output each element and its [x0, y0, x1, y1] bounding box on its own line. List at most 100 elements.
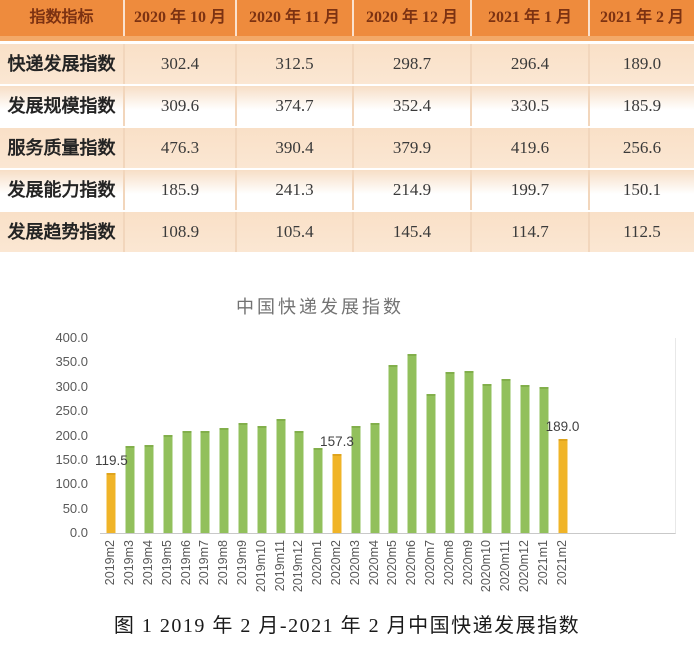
table-cell: 108.9	[123, 212, 235, 252]
x-axis-tick-label: 2020m2	[328, 540, 343, 586]
bar	[144, 445, 154, 533]
highlighted-bar	[106, 472, 116, 533]
bar-column: 2020m10	[478, 338, 497, 592]
bar-column: 2020m4	[365, 338, 384, 585]
bar-series: 2019m2 119.5 2019m3 2019m4 2019m5 2019m6 2019m…	[95, 338, 579, 592]
bar	[182, 430, 192, 533]
bar-column: 2020m8	[440, 338, 459, 585]
bar-column: 2020m1	[309, 338, 328, 585]
bar	[407, 354, 417, 533]
table-cell: 390.4	[235, 128, 352, 168]
bar-column: 2019m11	[271, 338, 290, 591]
table-cell: 298.7	[352, 44, 470, 84]
table-cell: 476.3	[123, 128, 235, 168]
figure-caption: 图 1 2019 年 2 月-2021 年 2 月中国快递发展指数	[113, 615, 581, 637]
x-axis-tick-label: 2019m5	[159, 540, 174, 586]
y-axis-tick-label: 350.0	[55, 354, 88, 370]
table-row: 快递发展指数 302.4 312.5 298.7 296.4 189.0	[0, 44, 694, 86]
table-cell: 309.6	[123, 86, 235, 126]
bar-column: 2019m6	[177, 338, 196, 585]
bar	[313, 448, 323, 533]
table-cell: 241.3	[235, 170, 352, 210]
bar-data-label: 119.5	[95, 452, 128, 468]
x-axis-tick-label: 2019m4	[141, 540, 155, 586]
bar-column: 2019m3	[121, 338, 140, 585]
bar	[464, 371, 474, 533]
table-header-cell: 2021 年 1 月	[470, 0, 588, 36]
bar	[539, 386, 549, 533]
bar-column: 2019m2 119.5	[95, 338, 128, 585]
bar	[276, 419, 286, 533]
bar-column: 2020m2 157.3	[320, 338, 354, 585]
table-cell: 296.4	[470, 44, 588, 84]
table-cell: 256.6	[588, 128, 694, 168]
table-body: 快递发展指数 302.4 312.5 298.7 296.4 189.0 发展规模指数 309…	[0, 44, 694, 254]
table-cell: 145.4	[352, 212, 470, 252]
bar-column: 2020m9	[459, 338, 478, 585]
table-cell: 302.4	[123, 44, 235, 84]
x-axis-tick-label: 2020m5	[385, 540, 400, 586]
table-row-label: 快递发展指数	[7, 54, 116, 74]
table-cell: 419.6	[470, 128, 588, 168]
y-axis: 0.0 50.0 100.0 150.0 200.0 250.0 300.0 350.0 400…	[0, 330, 88, 540]
table-cell: 379.9	[352, 128, 470, 168]
highlighted-bar	[558, 438, 568, 533]
table-cell: 185.9	[588, 86, 694, 126]
bar	[426, 394, 436, 533]
x-axis-tick-label: 2020m3	[347, 540, 362, 586]
x-axis-tick-label: 2019m10	[253, 540, 268, 593]
x-axis-tick-label: 2020m8	[441, 540, 456, 586]
table-row: 发展规模指数 309.6 374.7 352.4 330.5 185.9	[0, 86, 694, 128]
bar-column: 2020m7	[422, 338, 441, 585]
x-axis-tick-label: 2020m1	[310, 540, 325, 586]
table-cell: 189.0	[588, 44, 694, 84]
bar	[351, 426, 361, 533]
bar	[200, 430, 210, 533]
table-row-label: 服务质量指数	[7, 138, 116, 158]
table-cell: 150.1	[588, 170, 694, 210]
x-axis-tick-label: 2019m9	[234, 540, 249, 586]
bar	[163, 435, 173, 533]
table-header-cell: 指数指标	[29, 9, 94, 26]
y-axis-tick-label: 300.0	[55, 378, 88, 394]
table-cell: 214.9	[352, 170, 470, 210]
table-header-cell: 2020 年 11 月	[235, 0, 352, 36]
bar	[370, 422, 380, 533]
chart-title: 中国快递发展指数	[236, 297, 404, 317]
y-axis-tick-label: 50.0	[62, 500, 88, 516]
bar-column: 2019m4	[140, 338, 159, 585]
bar	[294, 431, 304, 533]
y-axis-tick-label: 150.0	[55, 451, 88, 467]
table-cell: 185.9	[123, 170, 235, 210]
table-row-label: 发展规模指数	[7, 96, 116, 116]
x-axis-tick-label: 2020m11	[498, 540, 513, 592]
table-row: 发展趋势指数 108.9 105.4 145.4 114.7 112.5	[0, 212, 694, 254]
table-header-row: 指数指标 2020 年 10 月 2020 年 11 月 2020 年 12 月 202…	[0, 0, 694, 41]
x-axis-tick-label: 2020m9	[460, 540, 475, 586]
table-cell: 114.7	[470, 212, 588, 252]
table-header-cell: 2021 年 2 月	[588, 0, 694, 36]
bar-column: 2019m12	[290, 338, 309, 592]
table-header-cell: 2020 年 12 月	[352, 0, 470, 36]
bar	[257, 425, 267, 533]
x-axis-tick-label: 2021m1	[535, 540, 550, 586]
table-row-label: 发展趋势指数	[7, 222, 116, 242]
bar-column: 2019m10	[252, 338, 271, 592]
bar-column: 2020m5	[384, 338, 403, 585]
y-axis-tick-label: 400.0	[55, 330, 88, 345]
bar-column: 2019m9	[234, 338, 253, 585]
table-cell: 312.5	[235, 44, 352, 84]
table-row: 服务质量指数 476.3 390.4 379.9 419.6 256.6	[0, 128, 694, 170]
table-cell: 199.7	[470, 170, 588, 210]
table-cell: 112.5	[588, 212, 694, 252]
x-axis-tick-label: 2020m4	[366, 540, 381, 586]
bar-column: 2020m12	[516, 338, 535, 592]
bar-column: 2020m3	[346, 338, 365, 585]
x-axis-tick-label: 2021m2	[554, 540, 569, 586]
x-axis-tick-label: 2019m12	[291, 540, 306, 593]
table-row-label: 发展能力指数	[7, 180, 116, 200]
index-table: 指数指标 2020 年 10 月 2020 年 11 月 2020 年 12 月 202…	[0, 0, 694, 254]
table-cell: 374.7	[235, 86, 352, 126]
bar-column: 2019m7	[196, 338, 215, 585]
